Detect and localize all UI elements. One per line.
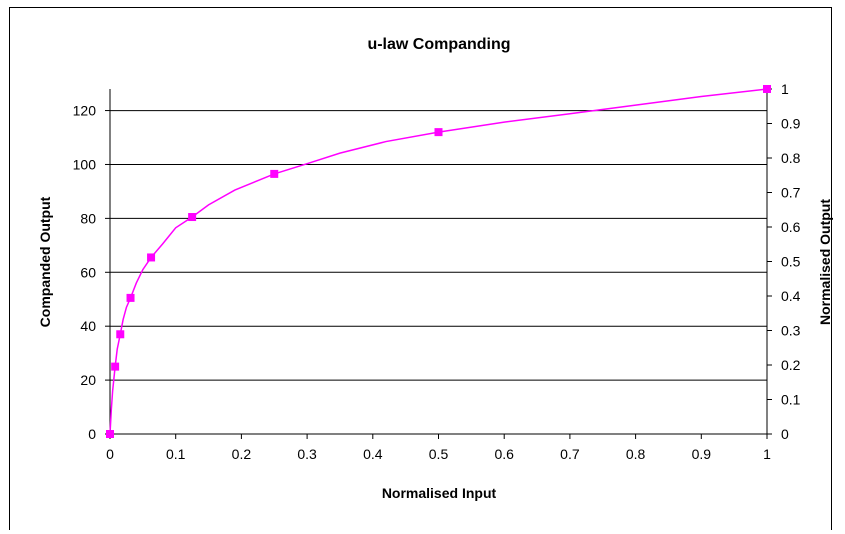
chart-frame <box>9 7 832 530</box>
gridlines <box>110 110 767 435</box>
y2-tick-label: 0 <box>781 426 789 442</box>
y-tick-label: 40 <box>80 318 96 334</box>
y2-tick-label: 0.1 <box>781 392 801 408</box>
x-tick-label: 0.6 <box>494 446 514 462</box>
y-tick-label: 20 <box>80 372 96 388</box>
y2-axis-ticks: 0 0.1 0.2 0.3 0.4 0.5 0.6 0.7 0.8 0.9 1 <box>767 81 801 442</box>
series-layer <box>106 85 771 438</box>
x-axis-ticks: 0 0.1 0.2 0.3 0.4 0.5 0.6 0.7 0.8 0.9 1 <box>106 434 771 462</box>
x-tick-label: 0.3 <box>297 446 317 462</box>
series-line <box>109 88 768 435</box>
x-tick-label: 1 <box>763 446 771 462</box>
x-tick-label: 0.5 <box>429 446 449 462</box>
y2-tick-label: 0.7 <box>781 185 801 201</box>
x-tick-label: 0.7 <box>560 446 580 462</box>
y-axis-ticks: 0 20 40 60 80 100 120 <box>73 103 110 442</box>
y2-tick-label: 0.4 <box>781 288 801 304</box>
data-point-marker <box>763 85 771 93</box>
x-tick-label: 0.9 <box>692 446 712 462</box>
data-point-marker <box>270 169 279 178</box>
y2-tick-label: 0.2 <box>781 357 801 373</box>
y-tick-label: 80 <box>80 210 96 226</box>
x-tick-label: 0.1 <box>166 446 186 462</box>
data-point-marker <box>188 213 197 222</box>
y2-tick-label: 0.3 <box>781 323 801 339</box>
y-tick-label: 60 <box>80 264 96 280</box>
chart-title: u-law Companding <box>367 36 510 53</box>
data-point-marker <box>116 330 125 339</box>
y-tick-label: 120 <box>73 103 97 119</box>
y-tick-label: 0 <box>88 426 96 442</box>
x-tick-label: 0.8 <box>626 446 646 462</box>
y2-tick-label: 0.6 <box>781 219 801 235</box>
data-point-marker <box>434 128 443 137</box>
x-axis-title: Normalised Input <box>382 485 497 501</box>
y2-tick-label: 0.5 <box>781 254 801 270</box>
y2-tick-label: 1 <box>781 81 789 97</box>
data-point-marker <box>106 430 114 438</box>
y2-tick-label: 0.8 <box>781 150 801 166</box>
y2-axis-title: Normalised Output <box>817 199 833 325</box>
data-point-marker <box>111 362 120 371</box>
x-tick-label: 0.4 <box>363 446 383 462</box>
x-tick-label: 0 <box>106 446 114 462</box>
axes <box>109 89 768 435</box>
y2-tick-label: 0.9 <box>781 116 801 132</box>
data-point-marker <box>147 253 156 262</box>
y-axis-title: Companded Output <box>37 196 53 327</box>
y-tick-label: 100 <box>73 156 97 172</box>
x-tick-label: 0.2 <box>232 446 252 462</box>
data-point-marker <box>126 293 135 302</box>
